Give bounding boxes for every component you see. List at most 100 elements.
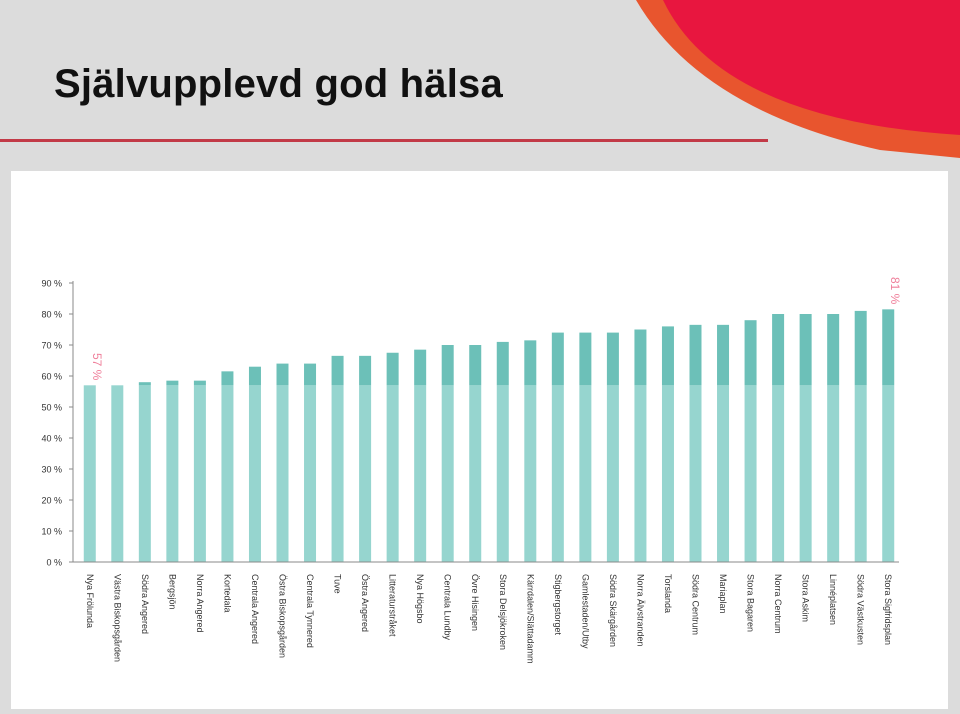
x-tick-label: Norra Angered (195, 574, 205, 633)
bar (854, 310, 867, 562)
bar-base-segment (304, 385, 317, 562)
x-tick-label: Kortedala (222, 574, 232, 613)
bar-top-segment (359, 355, 372, 386)
y-tick-label: 90 % (41, 279, 62, 289)
y-tick-label: 10 % (41, 527, 62, 537)
bar (248, 366, 261, 562)
x-tick-label: Stora Bagaren (746, 574, 756, 632)
bar-base-segment (248, 385, 261, 562)
bar-base-segment (441, 385, 454, 562)
bar (689, 324, 702, 562)
bar-base-segment (83, 385, 96, 562)
bar-top-segment (854, 310, 867, 386)
bar (717, 324, 730, 562)
bar-base-segment (166, 385, 179, 562)
bar (496, 341, 509, 562)
bar-base-segment (276, 385, 289, 562)
bar-base-segment (854, 385, 867, 562)
x-tick-label: Litteraturstråket (388, 574, 398, 637)
bar-top-segment (827, 314, 840, 386)
x-tick-label: Stora Sigfridsplan (883, 574, 893, 645)
bar-top-segment (248, 366, 261, 386)
bar (276, 363, 289, 562)
bar (304, 363, 317, 562)
bar-top-segment (579, 332, 592, 386)
x-tick-label: Nya Frölunda (85, 574, 95, 628)
bar-top-segment (221, 371, 234, 386)
x-tick-label: Kärrdalen/Slättadamm (525, 574, 535, 664)
bar-base-segment (799, 385, 812, 562)
bar (138, 382, 151, 562)
bar (469, 345, 482, 562)
value-annotation: 57 % (90, 353, 104, 381)
bar-top-segment (469, 345, 482, 386)
bar (359, 355, 372, 562)
bar (634, 329, 647, 562)
bar-top-segment (772, 314, 785, 386)
bar-base-segment (111, 385, 124, 562)
bar-top-segment (717, 324, 730, 386)
bar (551, 332, 564, 562)
y-tick-label: 20 % (41, 496, 62, 506)
bar (83, 385, 96, 562)
bar (744, 320, 757, 562)
bar-base-segment (414, 385, 427, 562)
x-tick-label: Södra Angered (140, 574, 150, 634)
x-tick-label: Centrala Tynnered (305, 574, 315, 648)
bar (579, 332, 592, 562)
x-tick-label: Östra Angered (360, 574, 370, 632)
bar-top-segment (661, 326, 674, 386)
bar-top-segment (166, 380, 179, 386)
bar (441, 345, 454, 562)
bar-top-segment (799, 314, 812, 386)
y-tick-label: 80 % (41, 310, 62, 320)
bar (331, 355, 344, 562)
x-tick-label: Stora Delsjökroken (498, 574, 508, 650)
bar (386, 352, 399, 562)
x-tick-label: Centrala Angered (250, 574, 260, 644)
bar-chart: 0 %10 %20 %30 %40 %50 %60 %70 %80 %90 % … (41, 277, 902, 664)
bar-top-segment (606, 332, 619, 386)
x-tick-label: Södra Centrum (691, 574, 701, 635)
bar-base-segment (634, 385, 647, 562)
bar-base-segment (193, 385, 206, 562)
decorative-red-arc (663, 0, 960, 135)
y-tick-label: 70 % (41, 341, 62, 351)
y-tick-label: 0 % (46, 558, 62, 568)
bar-top-segment (138, 382, 151, 386)
x-tick-label: Gamlestaden/Utby (580, 574, 590, 649)
bar-base-segment (496, 385, 509, 562)
bar-base-segment (827, 385, 840, 562)
bar-base-segment (772, 385, 785, 562)
x-axis: Nya Frölunda Västra Biskopsgården Södra An… (73, 561, 899, 664)
x-tick-label: Centrala Lundby (443, 574, 453, 641)
bar (221, 371, 234, 562)
bar (799, 314, 812, 562)
x-tick-label: Stora Askim (801, 574, 811, 622)
bar (882, 309, 895, 562)
bar-base-segment (579, 385, 592, 562)
slide-title: Självupplevd god hälsa (54, 62, 503, 106)
bar-top-segment (331, 355, 344, 386)
value-annotation: 81 % (888, 277, 902, 305)
x-tick-label: Övre Hisingen (470, 574, 480, 631)
bar-series (83, 309, 895, 562)
bar (606, 332, 619, 562)
x-tick-label: Norra Centrum (773, 574, 783, 634)
bar-top-segment (193, 380, 206, 386)
bar-top-segment (634, 329, 647, 386)
x-tick-label: Nya Högsbo (415, 574, 425, 624)
bar-top-segment (304, 363, 317, 386)
bar (166, 380, 179, 562)
bar (111, 385, 124, 562)
bar (414, 349, 427, 562)
x-tick-label: Tuve (333, 574, 343, 594)
bar-top-segment (524, 340, 537, 386)
bar-base-segment (359, 385, 372, 562)
bar-top-segment (551, 332, 564, 386)
bar-base-segment (551, 385, 564, 562)
bar-base-segment (882, 385, 895, 562)
y-tick-label: 50 % (41, 403, 62, 413)
bar-base-segment (386, 385, 399, 562)
x-tick-label: Mariaplan (718, 574, 728, 614)
